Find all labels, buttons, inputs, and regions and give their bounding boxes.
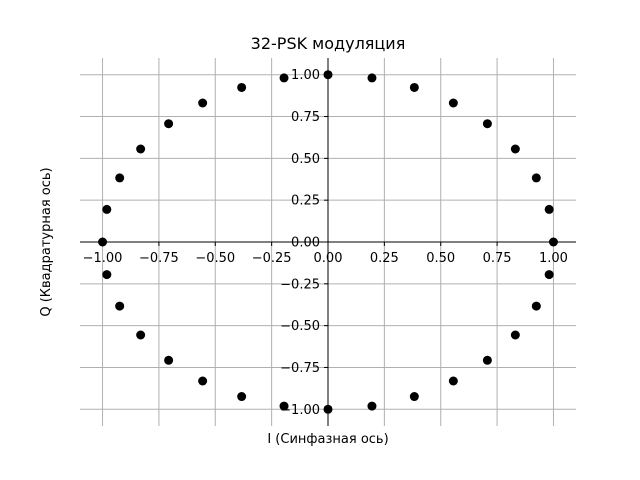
constellation-point (448, 98, 458, 108)
constellation-point (510, 330, 520, 340)
constellation-point (98, 237, 108, 247)
y-tick-label: −0.50 (280, 319, 320, 334)
y-axis-label: Q (Квадратурная ось) (39, 167, 54, 316)
constellation-point (323, 404, 333, 414)
x-tick-label: −0.25 (252, 251, 292, 266)
y-tick-label: −0.25 (280, 277, 320, 292)
y-tick-label: −0.75 (280, 361, 320, 376)
constellation-point (367, 73, 377, 83)
constellation-point (482, 355, 492, 365)
y-tick-label: −1.00 (280, 403, 320, 418)
constellation-point (409, 392, 419, 402)
x-tick-labels: −1.00 −0.75 −0.50 −0.25 0.00 0.25 0.50 0.75 1.00 (83, 251, 568, 266)
x-tick-label: −1.00 (83, 251, 123, 266)
y-tick-label: 0.50 (291, 152, 320, 167)
constellation-point (102, 204, 112, 214)
constellation-point (237, 392, 247, 402)
x-tick-label: 0.50 (426, 251, 455, 266)
constellation-point (279, 73, 289, 83)
y-tick-label: 0.25 (291, 194, 320, 209)
constellation-point (544, 204, 554, 214)
y-tick-label: 0.75 (291, 110, 320, 125)
constellation-point (136, 144, 146, 154)
x-tick-label: 0.00 (314, 251, 343, 266)
constellation-point (164, 355, 174, 365)
constellation-point (198, 98, 208, 108)
constellation-point (102, 270, 112, 280)
constellation-point (531, 173, 541, 183)
x-tick-label: −0.75 (139, 251, 179, 266)
constellation-point (409, 82, 419, 92)
constellation-point (548, 237, 558, 247)
constellation-point (198, 376, 208, 386)
constellation-point (531, 301, 541, 311)
constellation-point (323, 70, 333, 80)
constellation-point (448, 376, 458, 386)
chart-title: 32-PSK модуляция (251, 34, 406, 53)
y-tick-label: 1.00 (291, 68, 320, 83)
constellation-point (115, 301, 125, 311)
x-tick-label: 1.00 (539, 251, 568, 266)
constellation-point (482, 119, 492, 129)
constellation-point (164, 119, 174, 129)
x-tick-label: −0.50 (195, 251, 235, 266)
constellation-point (367, 401, 377, 411)
constellation-point (237, 82, 247, 92)
constellation-point (279, 401, 289, 411)
constellation-point (136, 330, 146, 340)
data-points (98, 70, 558, 414)
x-axis-label: I (Синфазная ось) (267, 432, 388, 447)
y-tick-labels: 1.00 0.75 0.50 0.25 0.00 −0.25 −0.50 −0.75 −1.00 (280, 68, 320, 418)
x-tick-label: 0.25 (370, 251, 399, 266)
y-tick-label: 0.00 (291, 236, 320, 251)
constellation-point (510, 144, 520, 154)
constellation-point (115, 173, 125, 183)
x-tick-label: 0.75 (483, 251, 512, 266)
constellation-point (544, 270, 554, 280)
